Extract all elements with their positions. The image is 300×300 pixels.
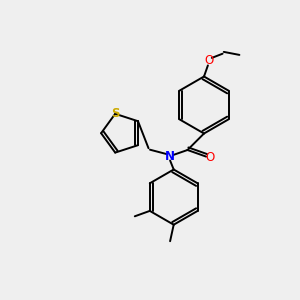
Text: O: O — [205, 54, 214, 68]
Text: N: N — [165, 150, 175, 163]
Text: S: S — [111, 107, 119, 120]
Text: O: O — [206, 151, 215, 164]
